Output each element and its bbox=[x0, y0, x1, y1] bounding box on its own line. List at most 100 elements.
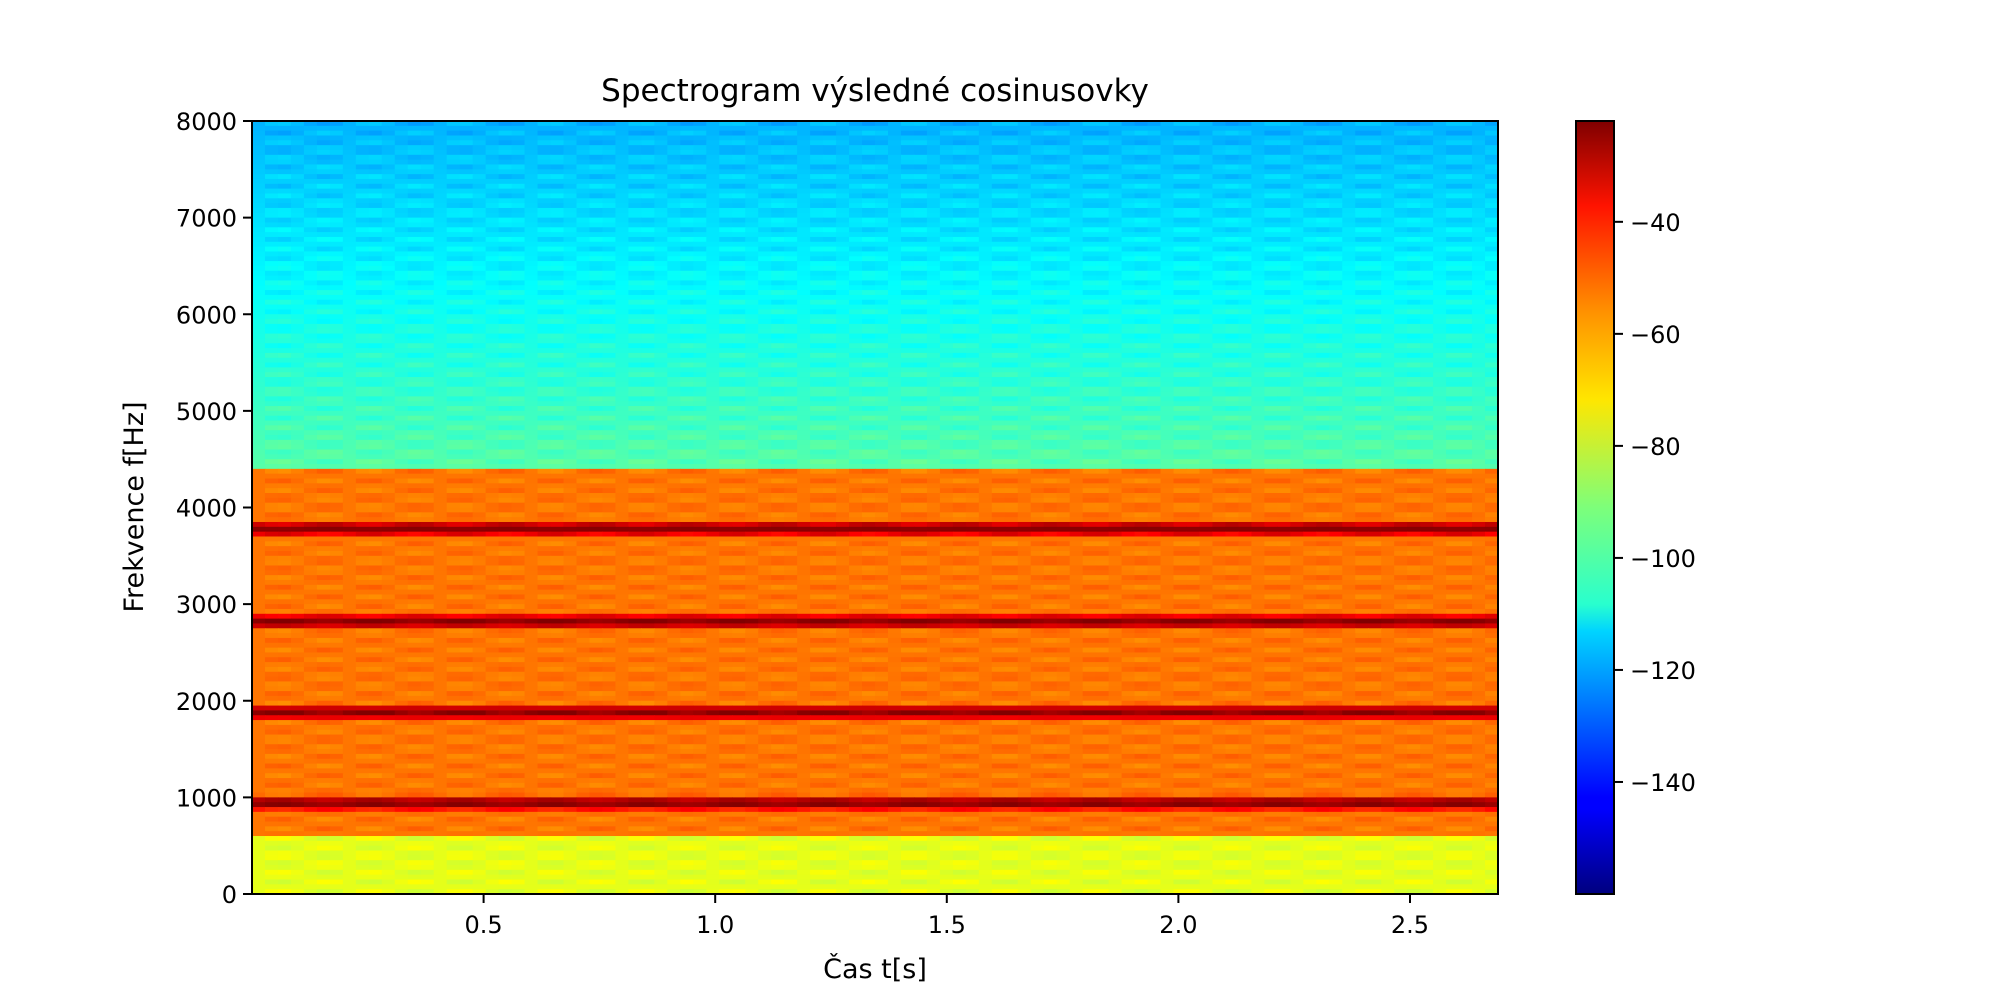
spectrogram-cell bbox=[719, 154, 733, 161]
spectrogram-cell bbox=[758, 198, 772, 204]
spectrogram-cell bbox=[1134, 203, 1149, 209]
spectrogram-cell bbox=[472, 333, 487, 339]
spectrogram-cell bbox=[316, 352, 331, 359]
spectrogram-cell bbox=[1173, 236, 1188, 243]
spectrogram-cell bbox=[355, 125, 370, 132]
spectrogram-cell bbox=[1121, 145, 1136, 151]
spectrogram-cell bbox=[1017, 164, 1032, 170]
spectrogram-cell bbox=[1277, 198, 1291, 204]
spectrogram-cell bbox=[862, 212, 876, 219]
spectrogram-cell bbox=[1472, 343, 1486, 349]
spectrogram-cell bbox=[836, 275, 850, 282]
spectrogram-cell bbox=[1108, 212, 1123, 219]
spectrogram-cell bbox=[706, 198, 720, 204]
spectrogram-cell bbox=[1121, 251, 1136, 257]
spectrogram-cell bbox=[1069, 212, 1084, 219]
spectrogram-cell bbox=[524, 280, 539, 286]
spectrogram-cell bbox=[1433, 328, 1447, 335]
spectrogram-cell bbox=[706, 135, 720, 141]
spectrogram-cell bbox=[1485, 130, 1499, 137]
spectrogram-cell bbox=[576, 338, 591, 344]
spectrogram-cell bbox=[680, 352, 694, 359]
spectrogram-cell bbox=[407, 188, 422, 195]
spectrogram-cell bbox=[758, 125, 772, 132]
spectrogram-cell bbox=[862, 256, 876, 262]
spectrogram-cell bbox=[654, 135, 668, 141]
spectrogram-cell bbox=[1108, 367, 1123, 373]
spectrogram-cell bbox=[1004, 135, 1019, 141]
spectrogram-cell bbox=[1212, 319, 1227, 325]
spectrogram-cell bbox=[952, 164, 967, 170]
spectrogram-cell bbox=[991, 164, 1006, 170]
spectrogram-cell bbox=[1082, 323, 1097, 330]
spectrogram-cell bbox=[926, 280, 941, 286]
spectrogram-cell bbox=[277, 222, 292, 228]
spectrogram-cell bbox=[1420, 198, 1434, 204]
spectrogram-cell bbox=[810, 261, 824, 267]
spectrogram-cell bbox=[303, 217, 318, 224]
spectrogram-cell bbox=[459, 188, 474, 195]
spectrogram-cell bbox=[978, 246, 993, 253]
spectrogram-cell bbox=[1264, 367, 1278, 373]
spectrogram-cell bbox=[290, 222, 305, 228]
spectrogram-cell bbox=[900, 352, 915, 359]
spectrogram-cell bbox=[771, 304, 785, 311]
spectrogram-cell bbox=[394, 294, 409, 301]
spectrogram-cell bbox=[589, 236, 604, 243]
spectrogram-cell bbox=[784, 140, 798, 146]
spectrogram-cell bbox=[1277, 323, 1291, 330]
spectrogram-cell bbox=[1277, 207, 1291, 214]
spectrogram-cell bbox=[537, 178, 552, 185]
spectrogram-cell bbox=[628, 304, 642, 311]
spectrogram-cell bbox=[485, 275, 500, 282]
spectrogram-cell bbox=[952, 285, 967, 291]
spectrogram-cell bbox=[1381, 145, 1395, 151]
spectrogram-cell bbox=[1277, 164, 1291, 170]
spectrogram-cell bbox=[537, 357, 552, 364]
spectrogram-cell bbox=[628, 294, 642, 301]
spectrogram-cell bbox=[654, 149, 668, 156]
spectrogram-cell bbox=[1225, 290, 1240, 296]
spectrogram-cell bbox=[1420, 256, 1434, 262]
spectrogram-cell bbox=[1069, 125, 1084, 132]
spectrogram-cell bbox=[589, 174, 604, 180]
spectrogram-cell bbox=[732, 333, 746, 339]
spectrogram-cell bbox=[511, 164, 526, 170]
spectrogram-cell bbox=[407, 198, 422, 204]
spectrogram-cell bbox=[1264, 285, 1278, 291]
spectrogram-cell bbox=[1303, 121, 1317, 127]
spectrogram-cell bbox=[615, 275, 629, 282]
spectrogram-cell bbox=[511, 232, 526, 238]
spectrogram-cell bbox=[1420, 149, 1434, 156]
spectrogram-cell bbox=[1173, 265, 1188, 272]
spectrogram-cell bbox=[1277, 193, 1291, 199]
spectrogram-cell bbox=[1368, 338, 1382, 344]
spectrogram-cell bbox=[1186, 323, 1201, 330]
spectrogram-cell bbox=[771, 256, 785, 262]
spectrogram-cell bbox=[1485, 343, 1499, 349]
spectrogram-cell bbox=[1186, 198, 1201, 204]
spectrogram-cell bbox=[719, 212, 733, 219]
spectrogram-cell bbox=[602, 149, 617, 156]
spectrogram-cell bbox=[952, 203, 967, 209]
spectrogram-cell bbox=[420, 140, 435, 146]
spectrogram-cell bbox=[1446, 135, 1460, 141]
spectrogram-cell bbox=[1160, 314, 1175, 320]
spectrogram-cell bbox=[446, 207, 461, 214]
spectrogram-cell bbox=[615, 333, 629, 339]
spectrogram-cell bbox=[1342, 352, 1356, 359]
spectrogram-cell bbox=[913, 212, 928, 219]
spectrogram-cell bbox=[667, 135, 681, 141]
spectrogram-cell bbox=[693, 348, 707, 354]
spectrogram-cell bbox=[1069, 333, 1084, 339]
spectrogram-cell bbox=[615, 212, 629, 219]
spectrogram-cell bbox=[589, 290, 604, 296]
spectrogram-cell bbox=[563, 294, 578, 301]
spectrogram-cell bbox=[550, 265, 565, 272]
spectrogram-cell bbox=[576, 309, 591, 315]
spectrogram-cell bbox=[459, 236, 474, 243]
spectrogram-cell bbox=[1082, 319, 1097, 325]
spectrogram-cell bbox=[498, 319, 513, 325]
spectrogram-cell bbox=[978, 178, 993, 185]
spectrogram-cell bbox=[1316, 343, 1330, 349]
